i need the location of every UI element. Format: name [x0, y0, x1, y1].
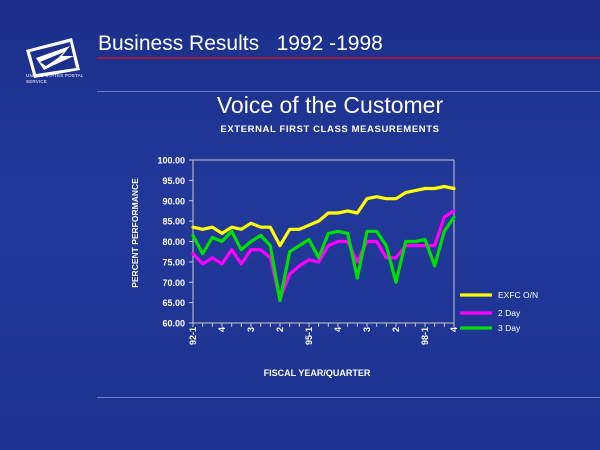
logo-text: UNITED STATES POSTAL SERVICE	[26, 73, 84, 84]
y-tick-label: 100.00	[157, 156, 185, 166]
x-axis-label: FISCAL YEAR/QUARTER	[264, 368, 371, 378]
y-axis-ticks: 100.00 95.00 90.00 85.00 80.00 75.00 70.00 65.0…	[157, 156, 193, 329]
series-lines	[191, 184, 456, 303]
x-tick-label: 3	[362, 327, 372, 332]
slide-title: Business Results 1992 -1998	[98, 32, 383, 55]
y-axis-label: PERCENT PERFORMANCE	[130, 178, 140, 288]
y-tick-label: 80.00	[162, 237, 185, 247]
y-tick-label: 75.00	[162, 257, 185, 267]
series-line-2-day	[191, 209, 456, 301]
y-tick-label: 60.00	[162, 319, 185, 329]
x-tick-label: 4	[217, 327, 227, 332]
x-tick-label: 2	[275, 327, 285, 332]
x-tick-label: 95-1	[304, 327, 314, 345]
series-line-3-day	[191, 215, 456, 303]
x-tick-label: 4	[449, 327, 459, 332]
top-divider	[97, 91, 600, 92]
title-rule	[97, 57, 600, 59]
bottom-divider	[97, 397, 600, 398]
y-tick-label: 85.00	[162, 217, 185, 227]
series-line-exfc-o-n	[191, 184, 456, 248]
y-tick-label: 65.00	[162, 298, 185, 308]
y-tick-label: 90.00	[162, 196, 185, 206]
chart-subtitle: EXTERNAL FIRST CLASS MEASUREMENTS	[220, 124, 440, 135]
x-tick-label: 4	[333, 327, 343, 332]
x-tick-label: 2	[391, 327, 401, 332]
legend-label: EXFC O/N	[498, 290, 538, 300]
legend: EXFC O/N 2 Day 3 Day	[460, 290, 538, 333]
x-tick-label: 98-1	[420, 327, 430, 345]
legend-label: 2 Day	[498, 308, 521, 318]
eagle-logo-icon	[26, 38, 80, 78]
x-tick-label: 3	[246, 327, 256, 332]
x-tick-label: 92-1	[188, 327, 198, 345]
x-axis-ticks: 92-1 4 3 2 95-1 4 3 2 98-1 4	[188, 323, 459, 345]
legend-label: 3 Day	[498, 323, 521, 333]
chart-title: Voice of the Customer	[216, 92, 444, 118]
y-tick-label: 70.00	[162, 278, 185, 288]
y-tick-label: 95.00	[162, 176, 185, 186]
